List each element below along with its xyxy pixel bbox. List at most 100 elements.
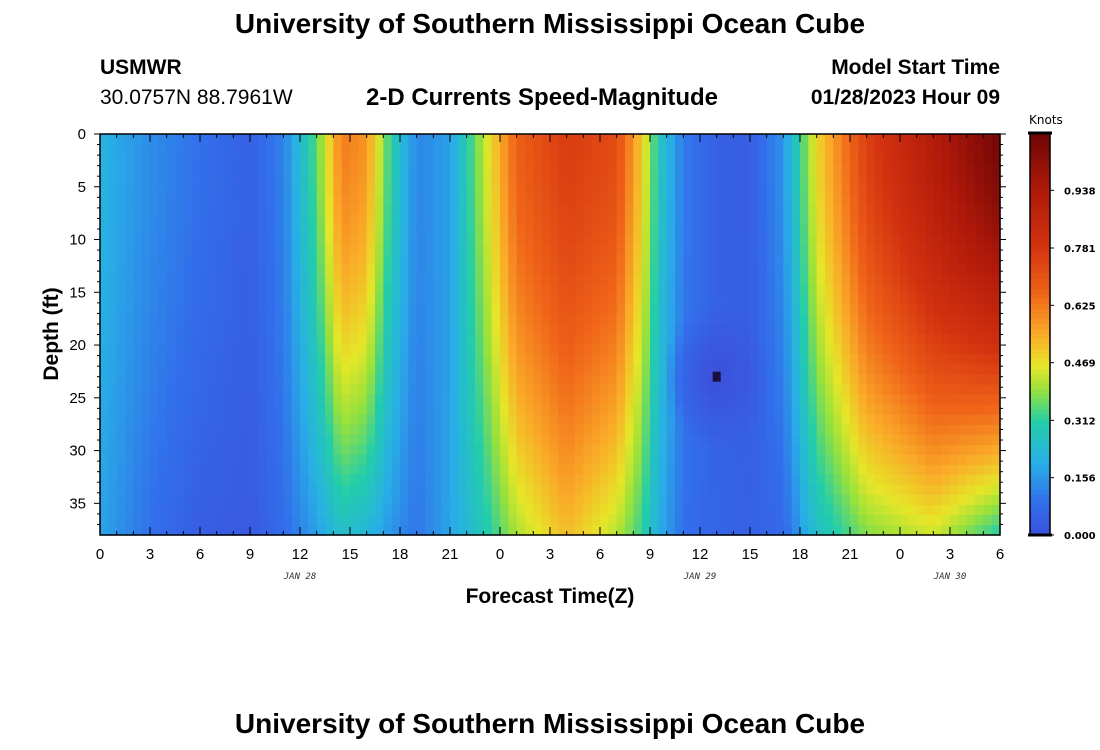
heatmap-cell — [450, 214, 459, 225]
heatmap-cell — [650, 284, 659, 296]
heatmap-cell — [975, 174, 984, 185]
heatmap-cell — [900, 454, 909, 466]
heatmap-cell — [175, 314, 184, 326]
heatmap-cell — [475, 514, 484, 526]
heatmap-cell — [150, 434, 159, 446]
heatmap-cell — [200, 344, 209, 356]
heatmap-cell — [866, 454, 876, 466]
heatmap-cell — [925, 434, 934, 446]
heatmap-cell — [533, 194, 543, 205]
heatmap-cell — [775, 264, 784, 275]
heatmap-cell — [825, 244, 834, 255]
heatmap-cell — [308, 284, 318, 296]
heatmap-cell — [475, 414, 484, 426]
heatmap-cell — [825, 294, 834, 306]
heatmap-cell — [833, 144, 843, 155]
heatmap-cell — [325, 484, 334, 496]
heatmap-cell — [675, 394, 684, 406]
heatmap-cell — [191, 404, 201, 416]
heatmap-cell — [883, 414, 893, 426]
heatmap-cell — [400, 484, 409, 496]
heatmap-cell — [483, 374, 493, 386]
heatmap-cell — [175, 204, 184, 215]
heatmap-cell — [750, 504, 759, 516]
heatmap-cell — [891, 134, 901, 145]
heatmap-cell — [416, 194, 426, 205]
heatmap-cell — [825, 514, 834, 526]
heatmap-cell — [916, 144, 926, 155]
heatmap-cell — [541, 494, 551, 506]
heatmap-cell — [408, 304, 418, 316]
heatmap-cell — [300, 464, 309, 476]
heatmap-cell — [483, 364, 493, 376]
heatmap-cell — [225, 404, 234, 416]
heatmap-cell — [108, 514, 118, 526]
heatmap-cell — [791, 204, 801, 215]
heatmap-cell — [166, 424, 176, 436]
heatmap-cell — [783, 494, 793, 506]
heatmap-cell — [558, 504, 568, 516]
heatmap-cell — [225, 194, 234, 205]
heatmap-cell — [891, 374, 901, 386]
heatmap-cell — [925, 494, 934, 506]
heatmap-cell — [241, 194, 251, 205]
heatmap-cell — [458, 434, 468, 446]
heatmap-cell — [733, 304, 743, 316]
heatmap-cell — [233, 324, 243, 336]
heatmap-cell — [516, 414, 526, 426]
heatmap-cell — [266, 384, 276, 396]
heatmap-cell — [941, 154, 951, 165]
heatmap-cell — [116, 454, 126, 466]
heatmap-cell — [933, 444, 943, 456]
heatmap-cell — [316, 364, 326, 376]
heatmap-cell — [741, 434, 751, 446]
heatmap-cell — [266, 174, 276, 185]
heatmap-cell — [141, 494, 151, 506]
heatmap-cell — [383, 374, 393, 386]
heatmap-cell — [708, 444, 718, 456]
heatmap-cell — [650, 384, 659, 396]
heatmap-cell — [441, 424, 451, 436]
heatmap-cell — [466, 204, 476, 215]
heatmap-cell — [575, 314, 584, 326]
heatmap-cell — [333, 154, 343, 165]
colorbar-segment — [1030, 359, 1050, 365]
heatmap-cell — [550, 464, 559, 476]
heatmap-cell — [283, 264, 293, 275]
heatmap-cell — [183, 404, 193, 416]
heatmap-cell — [958, 514, 968, 526]
heatmap-cell — [808, 384, 818, 396]
heatmap-cell — [375, 274, 384, 285]
heatmap-cell — [116, 414, 126, 426]
heatmap-cell — [950, 334, 959, 346]
heatmap-cell — [775, 244, 784, 255]
heatmap-cell — [391, 244, 401, 255]
heatmap-cell — [558, 244, 568, 255]
heatmap-cell — [958, 464, 968, 476]
heatmap-cell — [958, 234, 968, 245]
heatmap-cell — [233, 234, 243, 245]
heatmap-cell — [400, 404, 409, 416]
heatmap-cell — [250, 454, 259, 466]
heatmap-cell — [891, 384, 901, 396]
heatmap-cell — [208, 184, 218, 195]
heatmap-cell — [291, 184, 301, 195]
heatmap-cell — [158, 264, 168, 275]
heatmap-cell — [541, 404, 551, 416]
heatmap-cell — [775, 204, 784, 215]
heatmap-cell — [916, 334, 926, 346]
heatmap-cell — [308, 354, 318, 366]
heatmap-cell — [916, 454, 926, 466]
heatmap-cell — [758, 134, 768, 145]
heatmap-cell — [425, 424, 434, 436]
heatmap-cell — [483, 474, 493, 486]
heatmap-cell — [133, 394, 143, 406]
heatmap-cell — [283, 464, 293, 476]
heatmap-cell — [100, 154, 109, 165]
heatmap-cell — [791, 474, 801, 486]
heatmap-cell — [541, 484, 551, 496]
heatmap-cell — [258, 434, 268, 446]
heatmap-cell — [908, 194, 918, 205]
heatmap-cell — [483, 454, 493, 466]
heatmap-cell — [516, 384, 526, 396]
